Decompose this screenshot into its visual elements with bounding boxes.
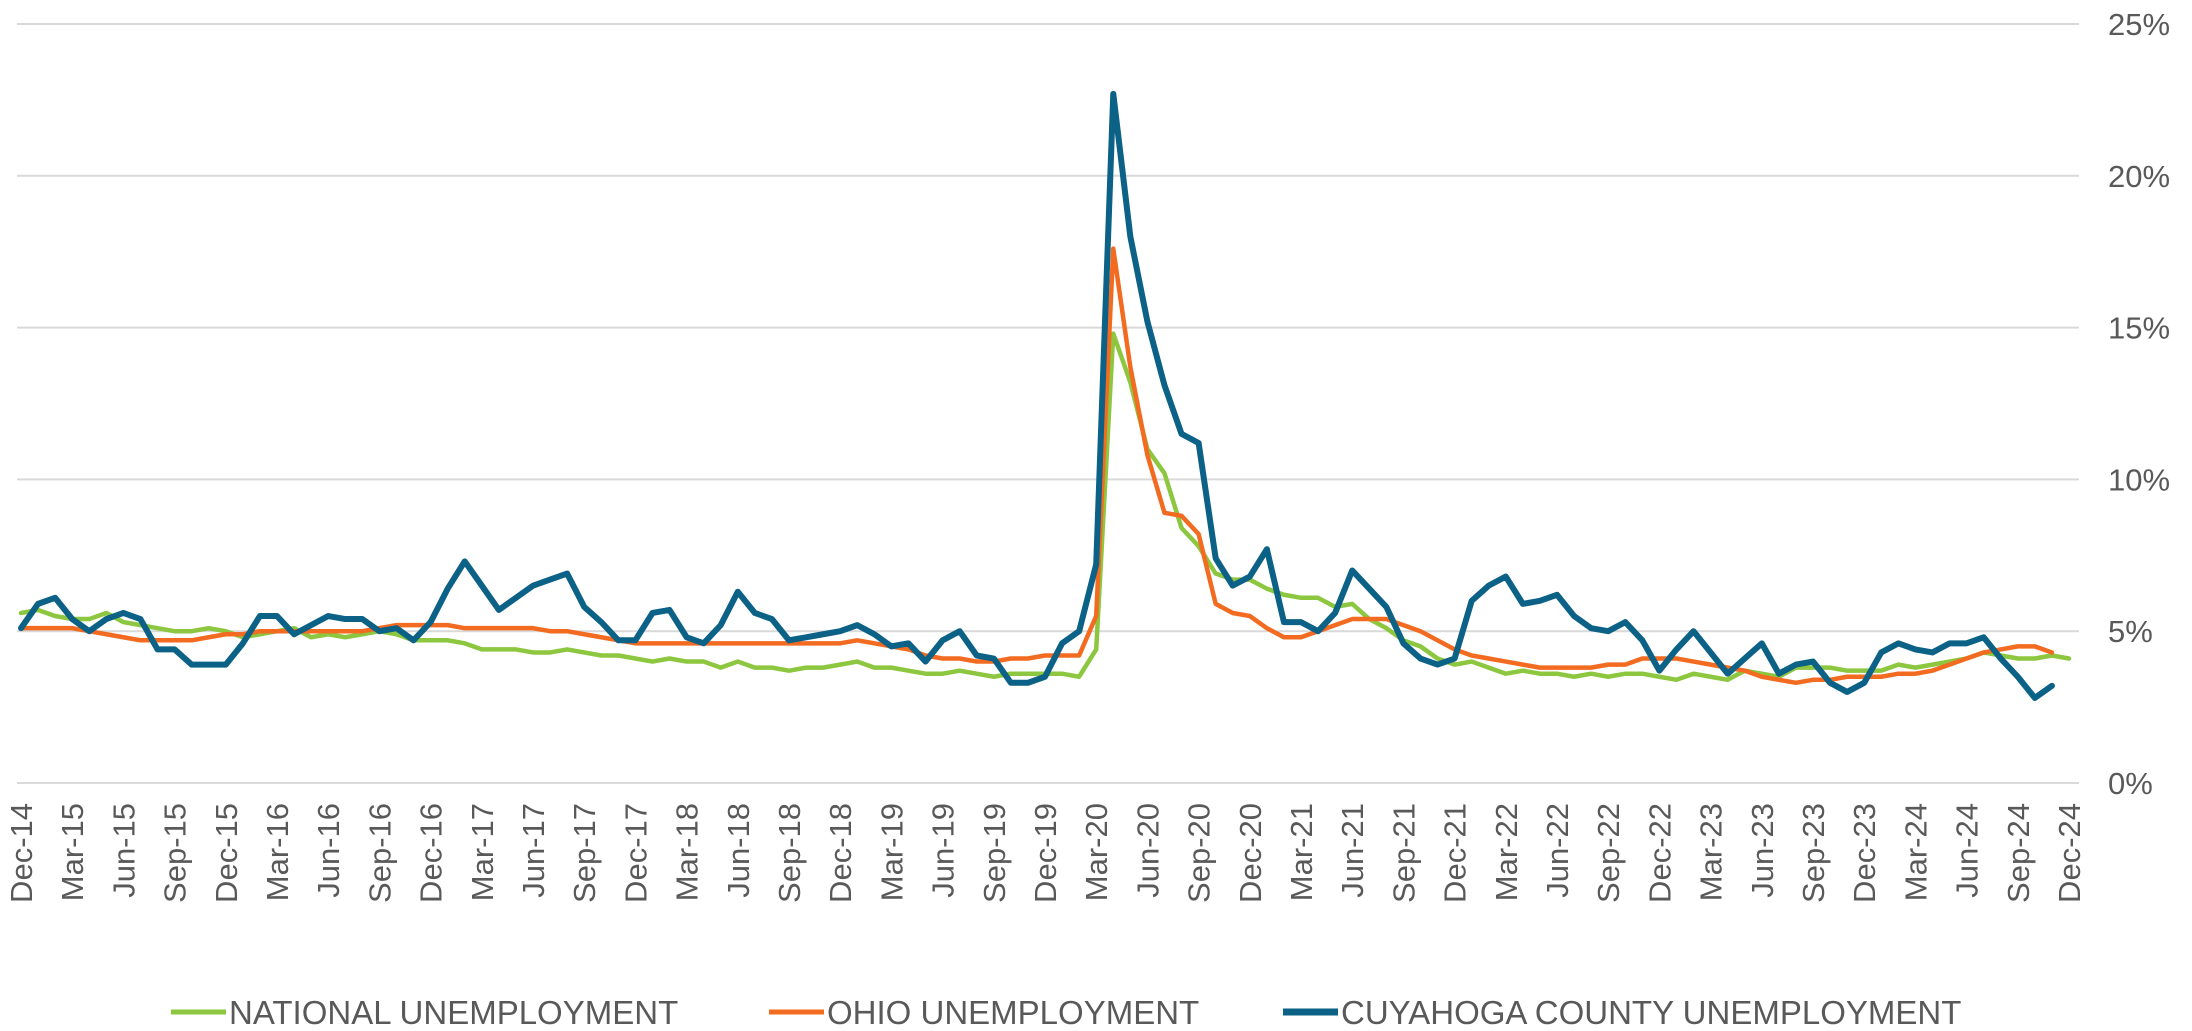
- x-tick-label: Mar-22: [1489, 803, 1524, 901]
- x-tick-label: Dec-20: [1233, 803, 1268, 903]
- legend-label: NATIONAL UNEMPLOYMENT: [229, 994, 678, 1031]
- x-tick-label: Mar-19: [874, 803, 909, 901]
- x-tick-label: Sep-20: [1182, 803, 1217, 903]
- x-tick-label: Mar-16: [260, 803, 295, 901]
- x-tick-label: Mar-24: [1898, 803, 1933, 901]
- x-tick-label: Sep-23: [1796, 803, 1831, 903]
- x-tick-label: Jun-16: [311, 803, 346, 898]
- x-tick-label: Sep-24: [2001, 803, 2036, 903]
- x-tick-label: Sep-18: [772, 803, 807, 903]
- x-tick-label: Dec-23: [1847, 803, 1882, 903]
- x-tick-label: Jun-20: [1130, 803, 1165, 898]
- x-tick-label: Jun-18: [721, 803, 756, 898]
- series-line: [18, 90, 2055, 701]
- x-tick-label: Dec-24: [2052, 803, 2087, 903]
- x-tick-label: Mar-21: [1284, 803, 1319, 901]
- y-tick-label: 15%: [2108, 311, 2170, 346]
- x-tick-label: Mar-17: [465, 803, 500, 901]
- x-tick-label: Dec-21: [1438, 803, 1473, 903]
- x-tick-label: Mar-23: [1694, 803, 1729, 901]
- x-tick-label: Dec-18: [823, 803, 858, 903]
- x-tick-label: Mar-18: [670, 803, 705, 901]
- legend-label: CUYAHOGA COUNTY UNEMPLOYMENT: [1341, 994, 1961, 1031]
- x-tick-label: Dec-16: [414, 803, 449, 903]
- y-tick-label: 25%: [2108, 7, 2170, 42]
- x-tick-label: Jun-23: [1745, 803, 1780, 898]
- x-tick-label: Mar-15: [55, 803, 90, 901]
- x-tick-label: Sep-21: [1386, 803, 1421, 903]
- series-line: [18, 246, 2055, 686]
- x-tick-label: Jun-21: [1335, 803, 1370, 898]
- x-tick-label: Jun-19: [926, 803, 961, 898]
- y-tick-label: 0%: [2108, 766, 2153, 801]
- y-tick-label: 20%: [2108, 159, 2170, 194]
- series-line: [18, 331, 2072, 683]
- x-tick-label: Dec-15: [209, 803, 244, 903]
- x-tick-label: Jun-22: [1540, 803, 1575, 898]
- x-tick-label: Sep-16: [362, 803, 397, 903]
- x-tick-label: Jun-17: [516, 803, 551, 898]
- x-tick-label: Dec-19: [1028, 803, 1063, 903]
- x-tick-label: Dec-17: [618, 803, 653, 903]
- x-tick-label: Dec-22: [1642, 803, 1677, 903]
- legend-label: OHIO UNEMPLOYMENT: [827, 994, 1199, 1031]
- x-tick-label: Sep-22: [1591, 803, 1626, 903]
- x-tick-label: Jun-15: [106, 803, 141, 898]
- x-tick-label: Mar-20: [1079, 803, 1114, 901]
- y-tick-label: 5%: [2108, 614, 2153, 649]
- x-tick-label: Dec-14: [4, 803, 39, 903]
- y-tick-label: 10%: [2108, 462, 2170, 497]
- x-tick-label: Sep-19: [977, 803, 1012, 903]
- x-tick-label: Sep-15: [158, 803, 193, 903]
- x-tick-label: Jun-24: [1950, 803, 1985, 898]
- x-tick-label: Sep-17: [567, 803, 602, 903]
